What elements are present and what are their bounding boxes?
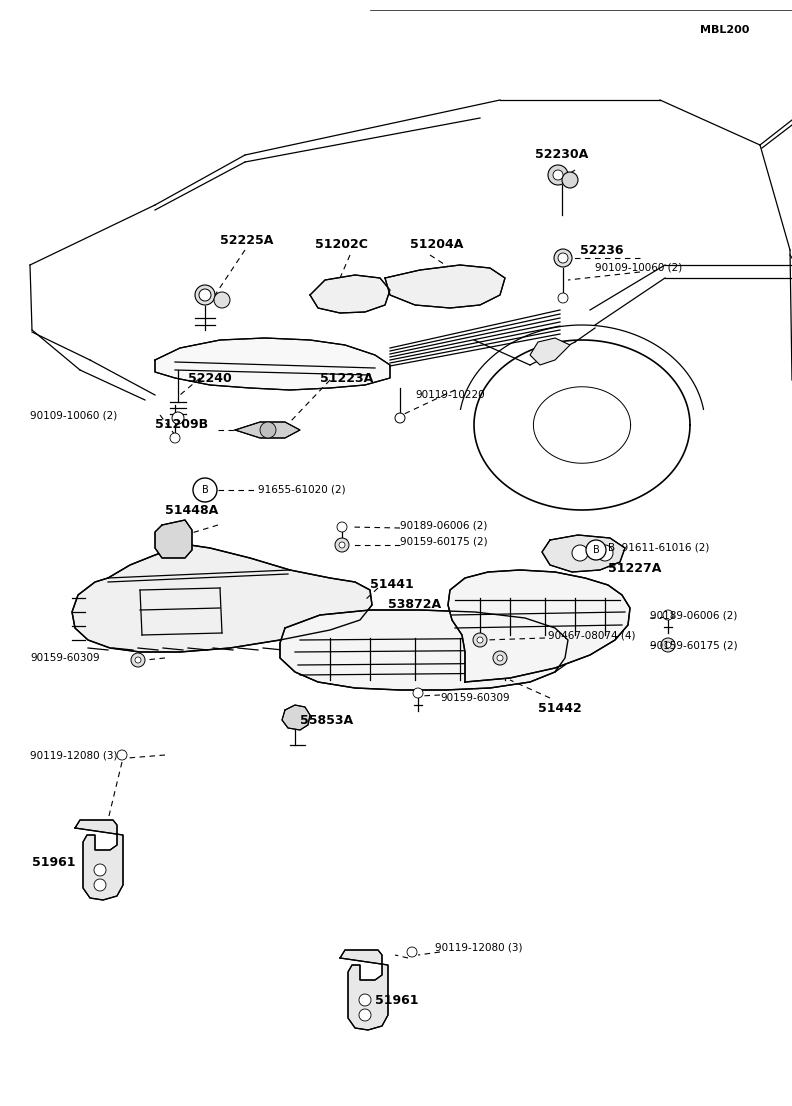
Circle shape: [337, 522, 347, 532]
Text: B: B: [592, 545, 600, 555]
Text: 90109-10060 (2): 90109-10060 (2): [595, 263, 682, 273]
Circle shape: [661, 638, 675, 653]
Circle shape: [586, 540, 606, 560]
Circle shape: [94, 864, 106, 876]
Circle shape: [195, 285, 215, 305]
Circle shape: [94, 879, 106, 891]
Text: 51209B: 51209B: [155, 418, 208, 431]
Polygon shape: [155, 338, 390, 390]
Polygon shape: [155, 520, 192, 559]
Text: 51961: 51961: [32, 856, 75, 868]
Polygon shape: [340, 950, 388, 1030]
Circle shape: [493, 651, 507, 665]
Polygon shape: [310, 275, 390, 313]
Text: 51227A: 51227A: [608, 562, 661, 574]
Text: 90109-10060 (2): 90109-10060 (2): [30, 410, 117, 420]
Circle shape: [339, 542, 345, 547]
Text: 51448A: 51448A: [165, 503, 219, 517]
Circle shape: [260, 422, 276, 438]
Text: 90159-60309: 90159-60309: [440, 693, 509, 703]
Circle shape: [170, 434, 180, 444]
Text: 90467-08074 (4): 90467-08074 (4): [548, 630, 635, 640]
Circle shape: [199, 289, 211, 301]
Polygon shape: [385, 265, 505, 307]
Circle shape: [558, 253, 568, 263]
Circle shape: [395, 413, 405, 422]
Circle shape: [562, 173, 578, 188]
Text: 90189-06006 (2): 90189-06006 (2): [400, 520, 487, 530]
Text: 91655-61020 (2): 91655-61020 (2): [258, 486, 345, 495]
Text: 51442: 51442: [538, 701, 582, 714]
Text: 52240: 52240: [188, 372, 232, 385]
Text: 51441: 51441: [370, 578, 413, 592]
Circle shape: [558, 293, 568, 303]
Polygon shape: [530, 338, 570, 365]
Circle shape: [413, 688, 423, 698]
Circle shape: [335, 538, 349, 552]
Text: 90159-60175 (2): 90159-60175 (2): [650, 640, 737, 650]
Circle shape: [359, 994, 371, 1006]
Text: 90159-60175 (2): 90159-60175 (2): [400, 538, 488, 547]
Circle shape: [554, 249, 572, 267]
Circle shape: [665, 641, 671, 648]
Text: 53872A: 53872A: [388, 598, 441, 612]
Text: 90119-10220: 90119-10220: [415, 390, 485, 400]
Polygon shape: [235, 422, 300, 438]
Circle shape: [663, 611, 673, 620]
Text: 55853A: 55853A: [300, 713, 353, 727]
Text: 90189-06006 (2): 90189-06006 (2): [650, 611, 737, 620]
Text: 52236: 52236: [580, 243, 623, 257]
Text: 52225A: 52225A: [220, 233, 273, 247]
Text: MBL200: MBL200: [700, 25, 749, 35]
Circle shape: [131, 653, 145, 667]
Circle shape: [553, 170, 563, 180]
Circle shape: [407, 947, 417, 957]
Polygon shape: [448, 570, 630, 682]
Circle shape: [193, 478, 217, 502]
Text: 90119-12080 (3): 90119-12080 (3): [30, 750, 117, 760]
Text: B: B: [202, 486, 208, 495]
Circle shape: [172, 413, 184, 424]
Text: 51202C: 51202C: [315, 239, 367, 251]
Circle shape: [135, 657, 141, 662]
Polygon shape: [75, 820, 123, 900]
Text: 51961: 51961: [375, 993, 418, 1006]
Text: 90159-60309: 90159-60309: [30, 653, 100, 662]
Text: 52230A: 52230A: [535, 148, 588, 161]
Circle shape: [597, 545, 613, 561]
Polygon shape: [282, 705, 310, 730]
Text: 51223A: 51223A: [320, 372, 373, 385]
Circle shape: [572, 545, 588, 561]
Circle shape: [214, 292, 230, 307]
Text: B  91611-61016 (2): B 91611-61016 (2): [608, 543, 710, 553]
Text: 90119-12080 (3): 90119-12080 (3): [435, 943, 523, 953]
Circle shape: [473, 633, 487, 647]
Circle shape: [548, 165, 568, 185]
Text: 51204A: 51204A: [410, 239, 463, 251]
Circle shape: [117, 750, 127, 760]
Polygon shape: [72, 545, 372, 653]
Circle shape: [477, 637, 483, 643]
Circle shape: [359, 1009, 371, 1021]
Circle shape: [497, 655, 503, 661]
Polygon shape: [542, 535, 625, 572]
Polygon shape: [280, 611, 568, 690]
